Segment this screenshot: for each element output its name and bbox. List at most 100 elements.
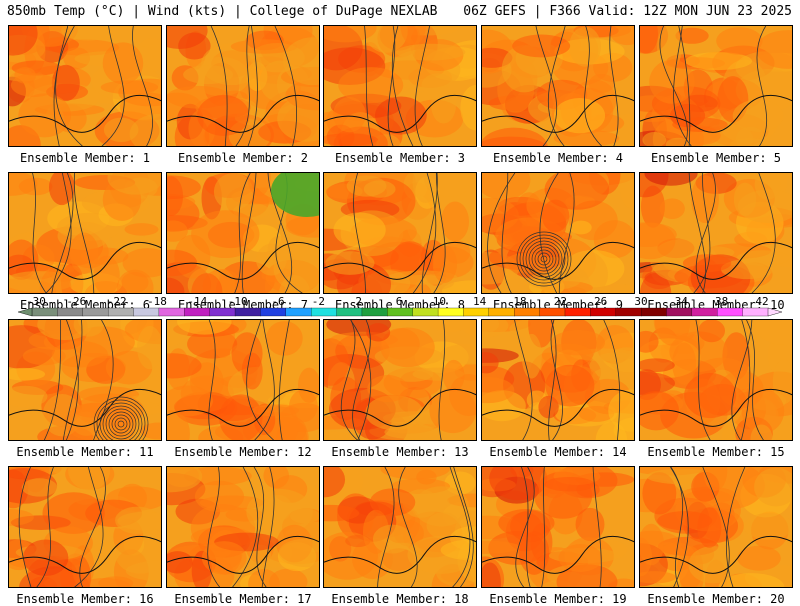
height-contour: [433, 173, 446, 293]
temperature-patch: [9, 385, 48, 408]
panel-map: [167, 26, 319, 146]
panel-map: [167, 467, 319, 587]
colorbar-swatch: [311, 307, 338, 317]
temperature-patch: [688, 545, 738, 584]
temperature-patch: [324, 531, 378, 580]
colorbar-tick-label: 6: [396, 296, 403, 308]
coastline: [482, 94, 634, 133]
ensemble-panel-12: [166, 319, 320, 441]
temperature-patch: [657, 511, 713, 531]
temperature-patch: [273, 245, 319, 292]
height-contour: [592, 467, 602, 587]
colorbar-swatch: [488, 307, 515, 317]
ensemble-panel-19: [481, 466, 635, 588]
panel-label: Ensemble Member: 5: [650, 151, 782, 165]
height-contour: [387, 26, 396, 146]
colorbar-tick-label: 42: [755, 296, 768, 308]
model-run-info: 06Z GEFS | F366 Valid: 12Z MON JUN 23 20…: [463, 4, 792, 19]
ensemble-panel-20: [639, 466, 793, 588]
colorbar-tick-label: 38: [715, 296, 728, 308]
temperature-patch: [9, 26, 38, 56]
temperature-patch: [285, 79, 319, 111]
cyclone-contour: [528, 243, 560, 275]
colorbar-swatch: [209, 307, 236, 317]
ensemble-panel-13: [323, 319, 477, 441]
height-contour: [414, 26, 430, 146]
height-contour: [352, 320, 371, 440]
temperature-patch: [324, 467, 346, 498]
temperature-patch: [346, 175, 387, 197]
temperature-patch: [593, 220, 634, 259]
height-contour: [541, 467, 546, 587]
temperature-patch: [49, 173, 75, 206]
colorbar-swatch: [184, 307, 211, 317]
temperature-patch: [544, 173, 610, 210]
height-contour: [609, 26, 619, 146]
colorbar-swatch: [31, 307, 59, 317]
temperature-patch: [682, 254, 732, 273]
temperature-patch: [521, 333, 542, 379]
colorbar-tick-label: -2: [312, 296, 325, 308]
height-contour: [449, 467, 471, 587]
temperature-patch: [201, 541, 247, 575]
temperature-patch: [657, 26, 682, 72]
colorbar-swatch: [437, 307, 465, 317]
colorbar-swatch: [158, 307, 185, 317]
temperature-patch: [266, 321, 303, 356]
coastline: [324, 241, 476, 280]
temperature-patch: [541, 199, 570, 233]
temperature-patch: [167, 467, 203, 493]
coastline: [640, 388, 792, 427]
panel-map: [640, 26, 792, 146]
colorbar-swatch: [133, 307, 160, 317]
temperature-patch: [122, 248, 161, 278]
height-contour: [746, 320, 765, 440]
colorbar-tick-label: -18: [147, 296, 167, 308]
temperature-patch: [324, 504, 360, 522]
temperature-patch: [51, 340, 108, 368]
temperature-patch: [545, 364, 595, 407]
height-contour: [535, 26, 557, 146]
coastline: [167, 94, 319, 133]
temperature-patch: [416, 469, 437, 485]
height-contour: [274, 26, 297, 146]
temperature-patch: [755, 30, 792, 69]
panel-label: Ensemble Member: 17: [174, 592, 312, 606]
height-contour: [731, 320, 753, 440]
temperature-patch: [665, 137, 691, 146]
colorbar-tick-label: -14: [187, 296, 207, 308]
temperature-patch: [482, 376, 515, 404]
temperature-patch: [659, 198, 685, 220]
panel-label: Ensemble Member: 4: [492, 151, 624, 165]
panel-label: Ensemble Member: 19: [489, 592, 627, 606]
temperature-patch: [22, 346, 66, 366]
height-contour: [32, 173, 47, 293]
temperature-patch: [441, 201, 470, 242]
cyclone-contour: [96, 399, 146, 440]
height-contour: [36, 467, 54, 587]
cyclone-contour: [516, 231, 572, 287]
height-contour: [73, 467, 104, 587]
panel-map: [482, 320, 634, 440]
temperature-patch: [642, 132, 667, 146]
colorbar-tick-label: 34: [675, 296, 689, 308]
temperature-patch: [743, 513, 792, 540]
temperature-patch: [167, 410, 190, 440]
height-contour: [235, 26, 250, 146]
panel-map: [9, 173, 161, 293]
height-contour: [79, 467, 106, 587]
temperature-patch: [167, 220, 188, 242]
colorbar-swatch: [82, 307, 109, 317]
temperature-patch: [219, 394, 263, 440]
panel-label: Ensemble Member: 11: [16, 445, 154, 459]
temperature-patch: [482, 556, 505, 587]
temperature-patch: [482, 136, 547, 146]
temperature-patch: [324, 338, 349, 386]
colorbar-swatch: [640, 307, 668, 317]
coastline: [167, 535, 319, 574]
temperature-patch: [247, 173, 271, 197]
panel-map: [324, 173, 476, 293]
colorbar-swatch: [387, 307, 414, 317]
panel-label: Ensemble Member: 15: [647, 445, 785, 459]
temperature-patch: [298, 367, 319, 403]
